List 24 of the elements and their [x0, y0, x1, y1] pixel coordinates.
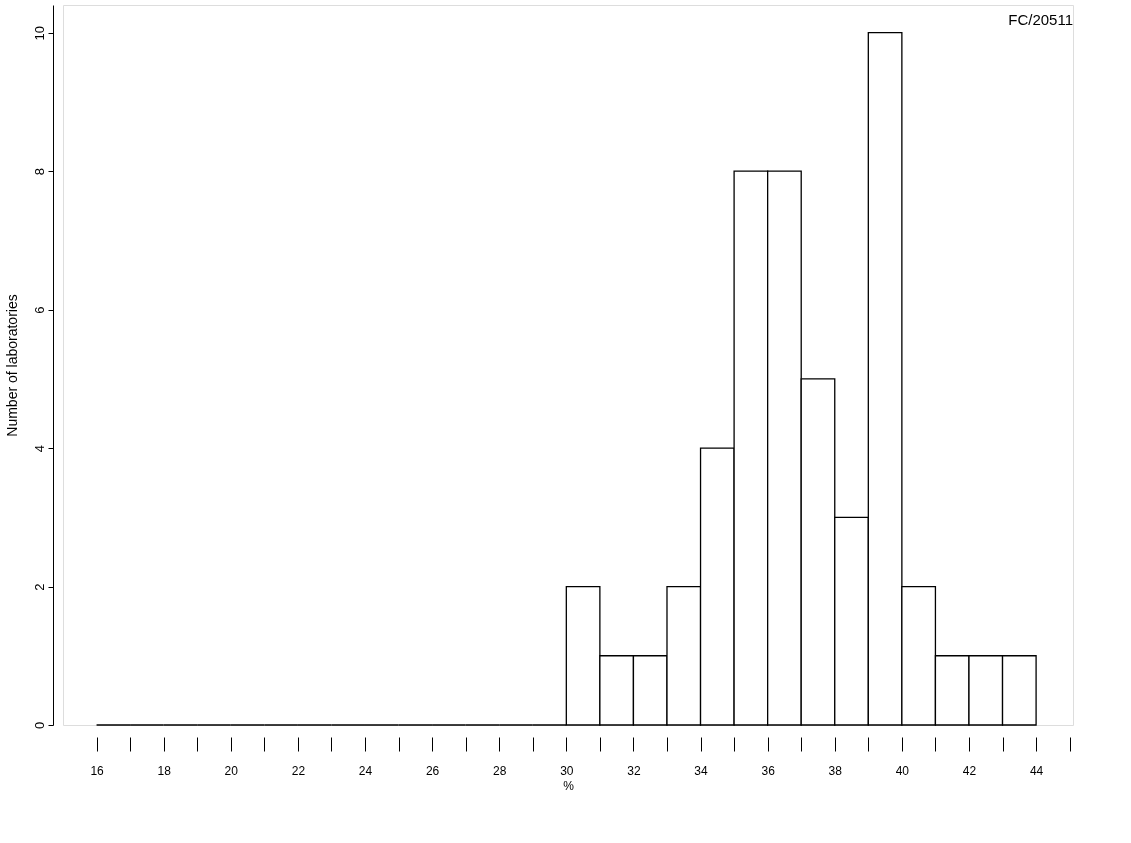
x-tick-label: 34: [694, 763, 709, 778]
x-tick-label: 20: [224, 763, 239, 778]
x-tick-label: 32: [627, 763, 641, 778]
y-tick-label: 0: [31, 721, 47, 730]
x-tick-label: 16: [90, 763, 105, 778]
x-tick-label: 40: [895, 763, 910, 778]
x-tick-label: 44: [1029, 763, 1044, 778]
x-tick-label: 36: [761, 763, 776, 778]
x-axis-title: %: [563, 778, 575, 793]
x-tick-label: 24: [358, 763, 373, 778]
y-tick-label: 8: [31, 168, 47, 176]
y-tick-label: 10: [31, 25, 47, 41]
y-tick-label: 2: [31, 583, 47, 591]
annotation: FC/20511: [1008, 11, 1073, 28]
y-tick-label: 6: [31, 306, 47, 314]
x-tick-label: 22: [291, 763, 306, 778]
x-tick-label: 30: [560, 763, 574, 778]
y-axis-title: Number of laboratories: [3, 294, 20, 437]
x-tick-label: 18: [157, 763, 172, 778]
x-tick-label: 26: [425, 763, 440, 778]
y-tick-label: 4: [31, 444, 47, 453]
x-tick-label: 42: [962, 763, 977, 778]
x-tick-label: 38: [828, 763, 843, 778]
x-tick-label: 28: [493, 763, 507, 778]
